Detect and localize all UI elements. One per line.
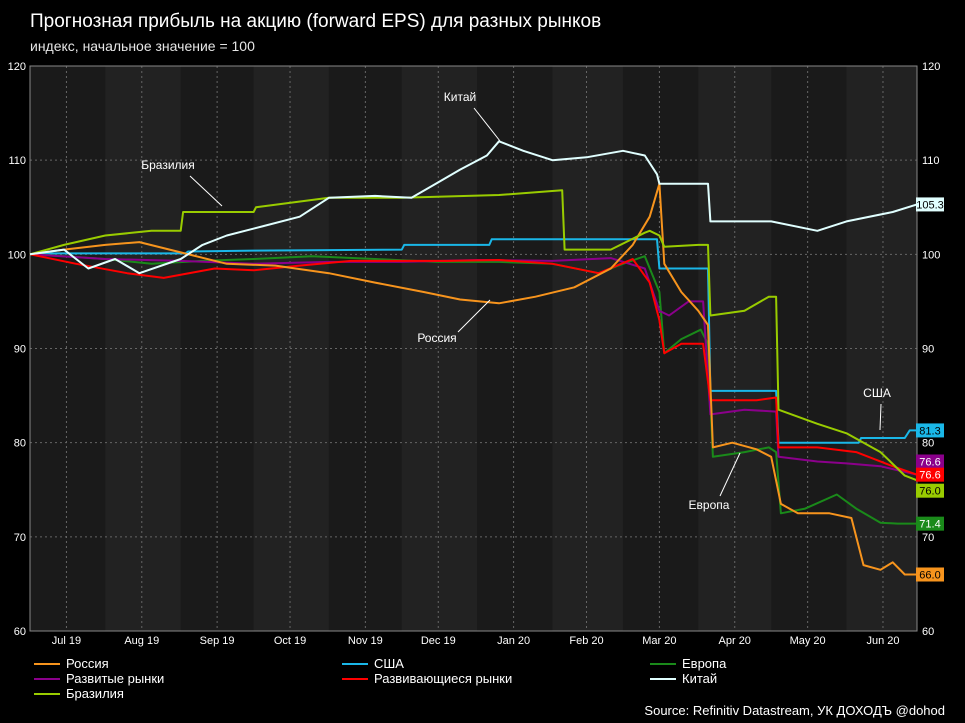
y-tick-label-left: 80 [14, 438, 26, 450]
end-value-box [916, 516, 944, 531]
end-value-label: 76.6 [919, 457, 940, 469]
source-note: Source: Refinitiv Datastream, УК ДОХОДЪ … [644, 703, 945, 718]
legend-label: Россия [66, 656, 109, 671]
end-value-box [916, 197, 944, 212]
legend-swatch [34, 692, 60, 695]
x-tick-label: Sep 19 [200, 635, 235, 647]
end-value-box [916, 567, 944, 582]
y-tick-label-left: 120 [8, 61, 26, 73]
annotation-leader [879, 403, 882, 431]
legend-swatch [342, 662, 368, 665]
series-line [29, 189, 918, 482]
chart-svg: 60 60 70 70 80 80 90 90 100 100 110 110 120 120 Jul 19… [8, 61, 944, 647]
chart-legend: Россия США Европа Развитые рынки Развива… [34, 656, 934, 702]
annotation-leader [457, 299, 491, 333]
annotation-leader [719, 452, 741, 497]
end-value-box [916, 483, 944, 498]
y-tick-label-left: 90 [14, 344, 26, 356]
end-value-box [916, 423, 944, 438]
y-tick-label-right: 70 [922, 532, 934, 544]
x-tick-label: Dec 19 [421, 635, 456, 647]
y-tick-label-right: 120 [922, 61, 940, 73]
y-tick-label-left: 100 [8, 249, 26, 261]
legend-item-china: Китай [650, 671, 717, 686]
legend-label: США [374, 656, 404, 671]
x-tick-label: Apr 20 [719, 635, 751, 647]
x-tick-label: Feb 20 [569, 635, 603, 647]
chart-title: Прогнозная прибыль на акцию (forward EPS… [30, 11, 602, 32]
end-value-box [916, 467, 944, 482]
y-tick-label-right: 100 [922, 249, 940, 261]
annotation-label: Россия [417, 331, 456, 345]
series-line [29, 253, 917, 525]
end-value-label: 105.3 [916, 199, 944, 211]
end-value-label: 81.3 [919, 425, 940, 437]
x-tick-label: Aug 19 [124, 635, 159, 647]
annotation-leader [473, 107, 501, 142]
y-tick-label-left: 60 [14, 626, 26, 638]
month-band [401, 66, 478, 631]
x-tick-label: Jan 20 [497, 635, 530, 647]
legend-item-emerging: Развивающиеся рынки [342, 671, 512, 686]
legend-label: Развитые рынки [66, 671, 165, 686]
end-value-label: 66.0 [919, 570, 940, 582]
end-value-label: 76.6 [919, 470, 940, 482]
legend-label: Европа [682, 656, 727, 671]
legend-label: Китай [682, 671, 718, 686]
month-band [552, 66, 623, 631]
y-tick-label-right: 60 [922, 626, 934, 638]
annotation-label: Бразилия [141, 158, 195, 172]
month-band [105, 66, 181, 631]
x-tick-label: Mar 20 [642, 635, 676, 647]
end-value-label: 71.4 [919, 519, 940, 531]
y-tick-label-right: 80 [922, 438, 934, 450]
legend-swatch [34, 677, 60, 680]
chart-subtitle: индекс, начальное значение = 100 [30, 38, 255, 54]
x-tick-label: May 20 [790, 635, 826, 647]
legend-item-europe: Европа [650, 656, 726, 671]
y-tick-label-right: 110 [922, 155, 940, 167]
series-line [29, 140, 918, 275]
x-tick-label: Nov 19 [348, 635, 383, 647]
end-value-label: 76.0 [919, 486, 940, 498]
annotation-leader [189, 175, 223, 207]
legend-swatch [342, 677, 368, 680]
legend-item-developed: Развитые рынки [34, 671, 164, 686]
legend-swatch [650, 677, 676, 680]
y-tick-label-right: 90 [922, 344, 934, 356]
legend-item-usa: США [342, 656, 404, 671]
annotation-label: США [863, 386, 891, 400]
plot-border [29, 65, 918, 632]
legend-swatch [34, 662, 60, 665]
legend-item-russia: Россия [34, 656, 109, 671]
x-tick-label: Oct 19 [274, 635, 306, 647]
legend-swatch [650, 662, 676, 665]
legend-label: Бразилия [66, 686, 124, 701]
series-line [29, 253, 918, 476]
end-value-box [916, 454, 944, 469]
y-tick-label-left: 110 [8, 155, 26, 167]
x-tick-label: Jul 19 [52, 635, 81, 647]
legend-label: Развивающиеся рынки [374, 671, 513, 686]
legend-item-brazil: Бразилия [34, 686, 124, 701]
series-line [29, 253, 918, 476]
x-tick-label: Jun 20 [866, 635, 899, 647]
y-tick-label-left: 70 [14, 532, 26, 544]
annotation-label: Европа [689, 498, 730, 512]
annotation-label: Китай [444, 90, 476, 104]
